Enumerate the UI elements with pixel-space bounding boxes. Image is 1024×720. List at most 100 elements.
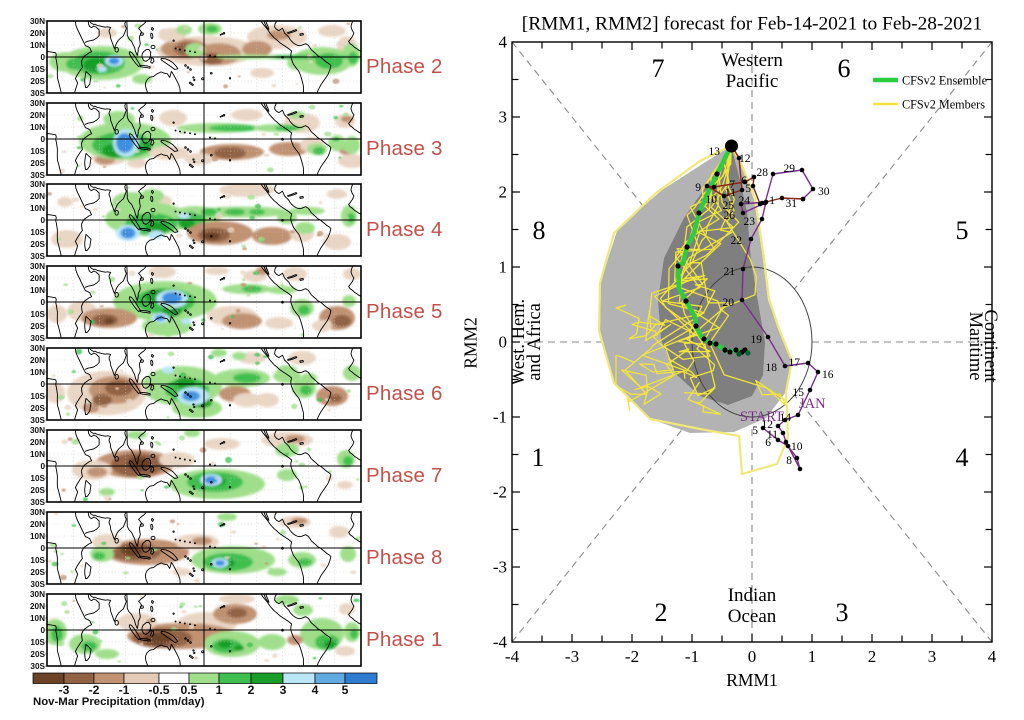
- svg-text:10N: 10N: [30, 368, 45, 377]
- svg-text:8: 8: [786, 455, 792, 467]
- svg-text:4: 4: [499, 33, 508, 52]
- svg-text:25: 25: [723, 200, 735, 212]
- svg-text:-3: -3: [59, 683, 70, 697]
- svg-text:0.5: 0.5: [181, 683, 198, 697]
- svg-text:0: 0: [748, 647, 757, 666]
- svg-text:0: 0: [40, 298, 45, 307]
- svg-text:-0.5: -0.5: [148, 683, 169, 697]
- svg-text:20N: 20N: [30, 274, 45, 283]
- svg-text:30S: 30S: [30, 171, 45, 180]
- svg-text:14: 14: [780, 412, 792, 424]
- svg-text:5: 5: [342, 683, 349, 697]
- svg-text:4: 4: [956, 443, 969, 472]
- svg-text:20S: 20S: [30, 650, 45, 659]
- svg-text:30N: 30N: [30, 262, 45, 271]
- svg-text:RMM1: RMM1: [726, 670, 778, 690]
- svg-text:5: 5: [956, 216, 969, 245]
- svg-text:21: 21: [724, 266, 736, 278]
- svg-text:10S: 10S: [30, 147, 45, 156]
- svg-text:1: 1: [769, 195, 775, 207]
- svg-text:-3: -3: [493, 558, 507, 577]
- svg-text:Phase 3: Phase 3: [366, 137, 443, 160]
- svg-text:West. Hem.: West. Hem.: [509, 299, 529, 385]
- svg-text:30N: 30N: [30, 99, 45, 108]
- svg-text:-4: -4: [505, 647, 520, 666]
- svg-text:Pacific: Pacific: [726, 71, 779, 92]
- svg-text:30N: 30N: [30, 590, 45, 599]
- svg-text:20S: 20S: [30, 404, 45, 413]
- svg-text:30N: 30N: [30, 426, 45, 435]
- svg-text:30S: 30S: [30, 334, 45, 343]
- svg-text:20S: 20S: [30, 486, 45, 495]
- svg-text:30N: 30N: [30, 344, 45, 353]
- svg-text:13: 13: [709, 146, 721, 158]
- svg-text:Phase 4: Phase 4: [366, 218, 443, 241]
- svg-text:17: 17: [789, 357, 801, 369]
- svg-text:4: 4: [988, 647, 997, 666]
- svg-text:6: 6: [765, 437, 771, 449]
- svg-text:-3: -3: [565, 647, 579, 666]
- svg-text:5: 5: [752, 425, 758, 437]
- svg-text:Ocean: Ocean: [728, 606, 777, 627]
- svg-text:5: 5: [745, 183, 751, 195]
- svg-text:Western: Western: [721, 50, 783, 71]
- svg-text:2: 2: [868, 647, 877, 666]
- svg-text:Phase 5: Phase 5: [366, 300, 443, 323]
- svg-text:20S: 20S: [30, 322, 45, 331]
- svg-text:30S: 30S: [30, 580, 45, 589]
- svg-text:10N: 10N: [30, 450, 45, 459]
- svg-text:0: 0: [40, 544, 45, 553]
- svg-text:10S: 10S: [30, 228, 45, 237]
- svg-text:12: 12: [762, 419, 774, 431]
- svg-text:10N: 10N: [30, 286, 45, 295]
- svg-text:30S: 30S: [30, 498, 45, 507]
- svg-text:Indian: Indian: [728, 585, 777, 606]
- svg-text:10S: 10S: [30, 474, 45, 483]
- svg-text:4: 4: [312, 683, 319, 697]
- svg-text:15: 15: [793, 387, 805, 399]
- svg-text:19: 19: [751, 334, 763, 346]
- svg-text:10S: 10S: [30, 65, 45, 74]
- svg-text:30N: 30N: [30, 17, 45, 26]
- svg-text:CFSv2 Members: CFSv2 Members: [902, 98, 985, 112]
- svg-text:START: START: [740, 409, 784, 425]
- svg-text:20: 20: [723, 297, 735, 309]
- svg-text:Continent: Continent: [980, 310, 1000, 384]
- svg-text:10N: 10N: [30, 614, 45, 623]
- svg-text:10N: 10N: [30, 532, 45, 541]
- svg-text:1: 1: [499, 258, 508, 277]
- svg-text:22: 22: [731, 235, 743, 247]
- svg-text:7: 7: [729, 179, 735, 191]
- svg-text:-1: -1: [119, 683, 130, 697]
- svg-text:9: 9: [695, 182, 701, 194]
- svg-text:RMM2: RMM2: [461, 317, 481, 369]
- svg-text:0: 0: [499, 333, 508, 352]
- svg-text:0: 0: [40, 53, 45, 62]
- svg-text:Phase 8: Phase 8: [366, 546, 443, 569]
- svg-text:-1: -1: [493, 408, 507, 427]
- svg-text:Nov-Mar Precipitation (mm/day): Nov-Mar Precipitation (mm/day): [33, 696, 205, 708]
- svg-text:-1: -1: [685, 647, 699, 666]
- svg-text:6: 6: [838, 54, 851, 83]
- svg-text:Phase 2: Phase 2: [366, 55, 443, 78]
- svg-text:20S: 20S: [30, 240, 45, 249]
- svg-text:20N: 20N: [30, 602, 45, 611]
- svg-text:0: 0: [40, 216, 45, 225]
- svg-text:1: 1: [532, 443, 545, 472]
- svg-text:0: 0: [40, 380, 45, 389]
- svg-text:30N: 30N: [30, 180, 45, 189]
- svg-text:20N: 20N: [30, 356, 45, 365]
- svg-text:20N: 20N: [30, 520, 45, 529]
- svg-text:0: 0: [40, 135, 45, 144]
- svg-text:Phase 6: Phase 6: [366, 382, 443, 405]
- svg-text:6: 6: [741, 175, 747, 187]
- svg-text:2: 2: [248, 683, 255, 697]
- svg-text:10: 10: [791, 441, 803, 453]
- svg-text:20S: 20S: [30, 77, 45, 86]
- svg-text:12: 12: [739, 153, 751, 165]
- svg-text:20N: 20N: [30, 29, 45, 38]
- svg-text:3: 3: [280, 683, 287, 697]
- svg-text:CFSv2 Ensemble: CFSv2 Ensemble: [902, 74, 987, 88]
- svg-text:2: 2: [655, 598, 668, 627]
- svg-text:Phase 7: Phase 7: [366, 464, 443, 487]
